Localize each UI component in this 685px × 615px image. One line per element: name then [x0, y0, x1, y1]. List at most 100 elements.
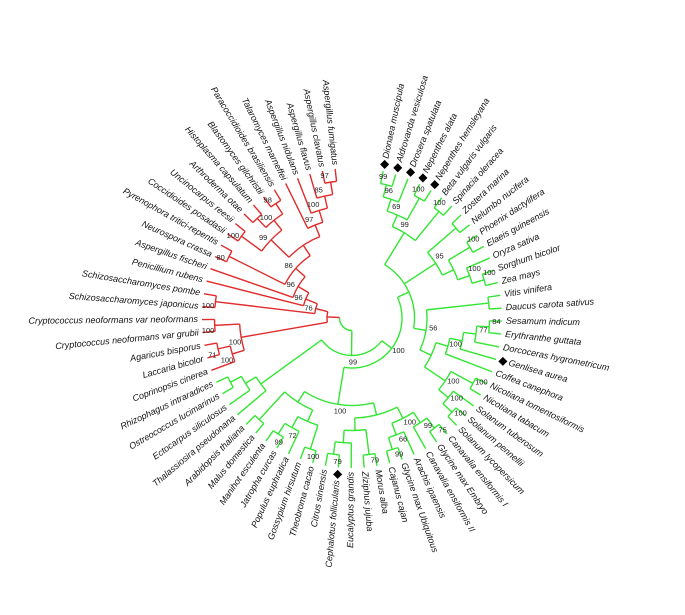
- bootstrap-value: 100: [307, 200, 320, 209]
- branch-arc: [354, 406, 398, 419]
- branch-arc: [297, 416, 319, 426]
- bootstrap-value: 97: [305, 215, 313, 224]
- branch-arc: [255, 376, 267, 392]
- branch-arc: [388, 431, 405, 439]
- branch: [273, 189, 282, 201]
- branch: [362, 454, 365, 468]
- branch-arc: [284, 422, 300, 432]
- branch: [202, 330, 216, 334]
- branch: [255, 423, 265, 434]
- branch: [342, 430, 345, 443]
- branch-arc: [214, 295, 217, 308]
- branch: [207, 353, 220, 359]
- branch-arc: [481, 273, 487, 286]
- branch-arc: [272, 430, 284, 438]
- branch: [305, 298, 318, 305]
- branch: [232, 349, 245, 355]
- bootstrap-value: 100: [229, 338, 242, 347]
- branch: [206, 280, 304, 307]
- bootstrap-value: 100: [260, 213, 273, 222]
- branch-arc: [447, 259, 459, 281]
- branch: [387, 437, 393, 450]
- branch: [386, 199, 392, 212]
- branch: [412, 411, 421, 424]
- marker-diamond: [430, 180, 440, 190]
- bootstrap-value: 96: [294, 293, 302, 302]
- branch: [204, 342, 217, 347]
- branch: [466, 234, 478, 243]
- branch-arc: [326, 311, 329, 323]
- branch: [365, 429, 370, 455]
- branch-arc: [284, 391, 313, 411]
- branch-arc: [433, 207, 444, 216]
- bootstrap-value: 86: [284, 261, 292, 270]
- branch: [216, 376, 229, 383]
- branch: [285, 183, 309, 229]
- branch-arc: [335, 441, 352, 444]
- branch: [241, 235, 263, 252]
- branch: [442, 269, 454, 276]
- bootstrap-value: 100: [307, 452, 320, 461]
- bootstrap-value: 100: [468, 264, 481, 273]
- bootstrap-value: 95: [435, 251, 443, 260]
- branch: [202, 305, 215, 309]
- branch-arc: [386, 210, 408, 221]
- branch-arc: [344, 428, 367, 432]
- branch: [471, 279, 485, 284]
- branch: [329, 182, 334, 195]
- branch: [265, 430, 274, 442]
- leaf-label: Cryptococcus neoformans var neoformans: [28, 314, 198, 326]
- bootstrap-value: 97: [320, 171, 328, 180]
- bootstrap-value: 99: [424, 421, 432, 430]
- branch: [438, 423, 448, 435]
- branch-arc: [363, 452, 376, 456]
- branch: [423, 190, 432, 202]
- branch: [256, 217, 267, 228]
- branch-arc: [487, 297, 490, 310]
- bootstrap-value: 99: [275, 438, 283, 447]
- branch: [287, 430, 300, 455]
- branch-arc: [304, 446, 317, 452]
- branch: [217, 345, 231, 350]
- bootstrap-value: 100: [483, 268, 496, 277]
- bootstrap-value: 80: [216, 253, 224, 262]
- branch-arc: [423, 342, 437, 368]
- branch: [391, 422, 397, 436]
- branch: [314, 224, 321, 237]
- bootstrap-value: 100: [221, 355, 234, 364]
- branch: [487, 294, 501, 298]
- bootstrap-value: 100: [475, 377, 488, 386]
- bootstrap-value: 100: [227, 231, 240, 240]
- branch: [214, 323, 240, 327]
- branch: [435, 341, 449, 347]
- branch: [397, 178, 409, 203]
- branch: [245, 414, 256, 425]
- leaf-label: Eucalyptus grandis: [345, 471, 355, 548]
- branch: [312, 450, 317, 463]
- bootstrap-value: 100: [449, 340, 462, 349]
- branch: [318, 210, 324, 223]
- branch: [429, 431, 438, 443]
- bootstrap-value: 71: [208, 350, 216, 359]
- branch-arc: [327, 452, 340, 456]
- marker-diamond: [333, 469, 343, 479]
- branch: [463, 331, 477, 335]
- branch: [222, 386, 234, 395]
- branch: [459, 224, 470, 234]
- bootstrap-value: 99: [400, 220, 408, 229]
- branch-arc: [413, 194, 425, 202]
- bootstrap-value: 100: [202, 301, 215, 310]
- branch: [337, 454, 341, 468]
- branch: [485, 281, 498, 287]
- marker-diamond: [418, 173, 428, 183]
- branch: [324, 453, 329, 466]
- branch: [403, 431, 415, 455]
- marker-diamond: [406, 167, 416, 177]
- branch: [315, 307, 328, 313]
- branch: [291, 416, 299, 428]
- bootstrap-value: 85: [314, 185, 322, 194]
- branch: [397, 447, 403, 460]
- bootstrap-value: 100: [433, 198, 446, 207]
- branch: [426, 417, 435, 429]
- branch: [427, 227, 457, 254]
